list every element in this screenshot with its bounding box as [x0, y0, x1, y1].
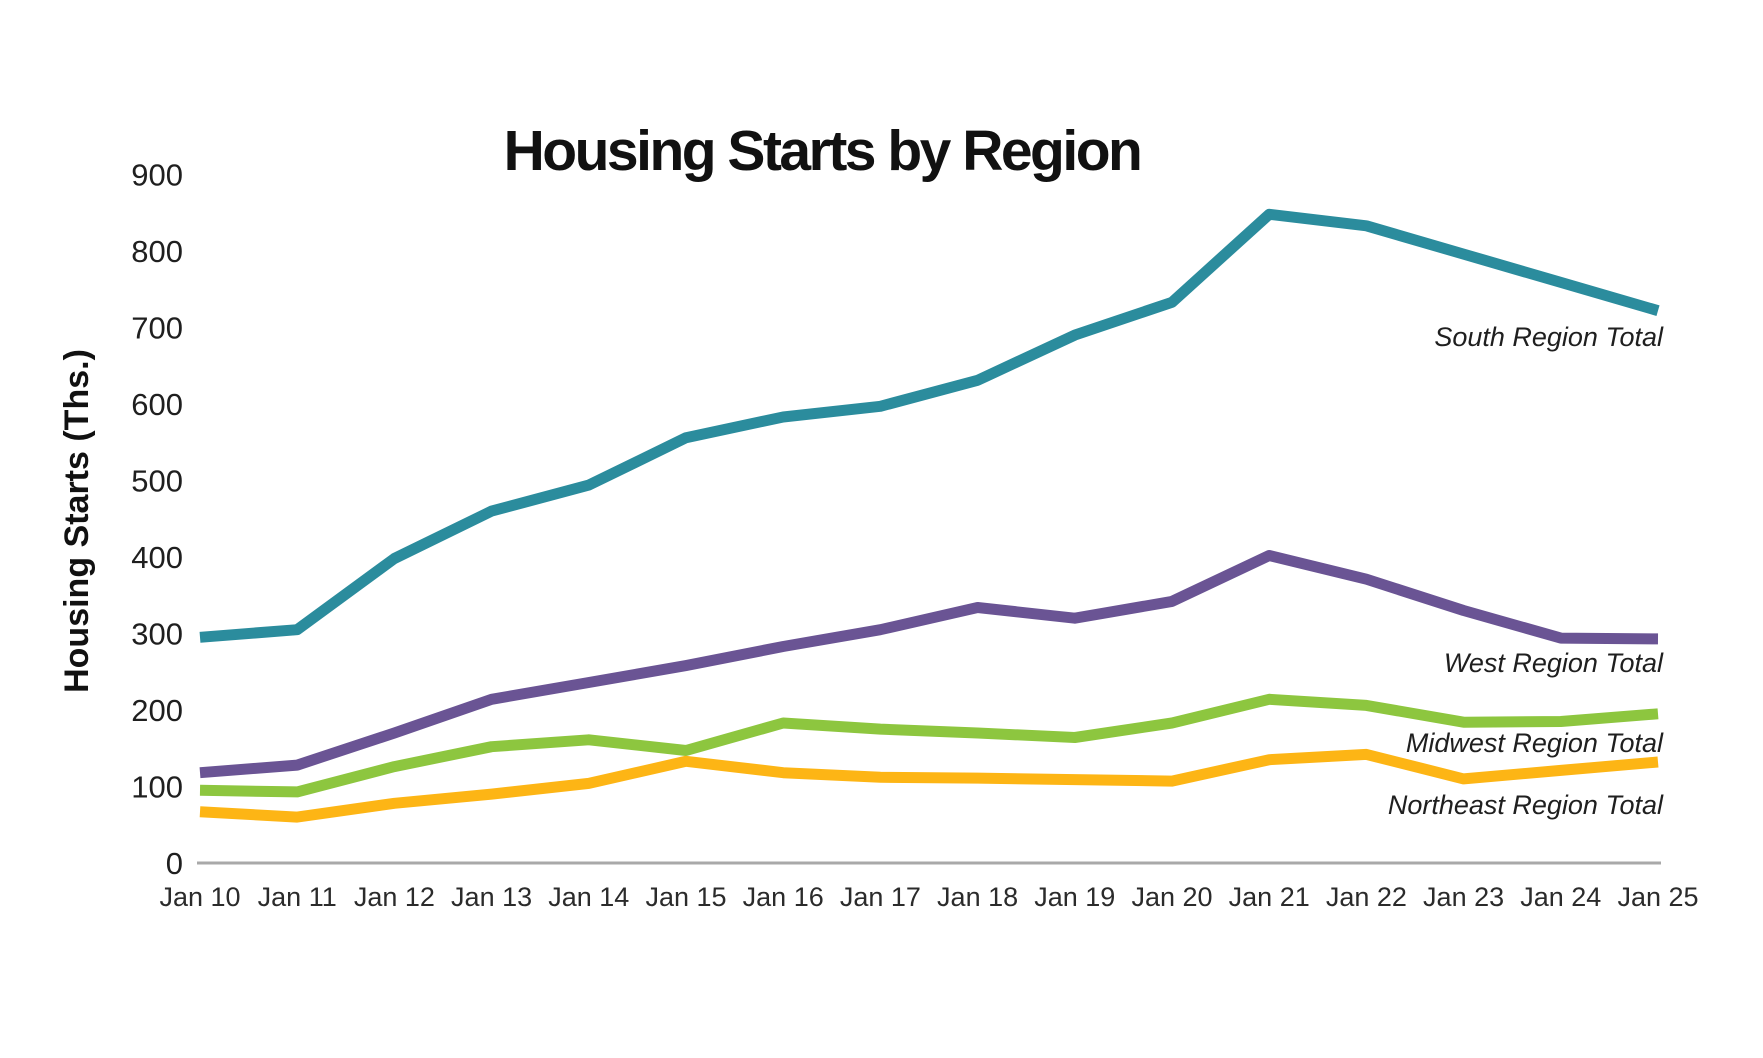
x-axis-tick-labels: Jan 10 Jan 11 Jan 12 Jan 13 Jan 14 Jan 15 Jan …: [159, 882, 1698, 912]
series-line-midwest-region-total: [199, 693, 1659, 798]
x-tick-label: Jan 14: [548, 882, 629, 912]
series-labels: South Region Total West Region Total Midwe…: [1388, 322, 1664, 820]
x-tick-label: Jan 22: [1326, 882, 1407, 912]
series-line-northeast-region-total: [199, 748, 1659, 823]
y-tick-label: 100: [131, 770, 183, 805]
chart-title: Housing Starts by Region: [504, 119, 1141, 183]
x-tick-label: Jan 18: [937, 882, 1018, 912]
y-tick-label: 400: [131, 540, 183, 575]
y-tick-label: 0: [166, 846, 183, 881]
x-tick-label: Jan 24: [1520, 882, 1601, 912]
x-tick-label: Jan 17: [840, 882, 921, 912]
series-line-south-region-total: [199, 208, 1660, 643]
y-tick-label: 700: [131, 311, 183, 346]
y-tick-label: 600: [131, 387, 183, 422]
y-tick-label: 900: [131, 158, 183, 193]
y-tick-label: 200: [131, 693, 183, 728]
series-line-west-region-total: [199, 550, 1659, 779]
y-tick-label: 300: [131, 617, 183, 652]
series-label-midwest-region-total: Midwest Region Total: [1406, 728, 1664, 758]
y-axis-tick-labels: 0 100 200 300 400 500 600 700 800 900: [131, 158, 183, 882]
y-tick-label: 500: [131, 464, 183, 499]
x-tick-label: Jan 16: [743, 882, 824, 912]
x-tick-label: Jan 10: [159, 882, 240, 912]
x-tick-label: Jan 23: [1423, 882, 1504, 912]
y-tick-label: 800: [131, 234, 183, 269]
x-tick-label: Jan 15: [645, 882, 726, 912]
x-tick-label: Jan 12: [354, 882, 435, 912]
x-tick-label: Jan 11: [258, 882, 337, 912]
series-label-west-region-total: West Region Total: [1444, 648, 1664, 678]
series-label-south-region-total: South Region Total: [1434, 322, 1664, 352]
series-lines: [199, 208, 1660, 823]
x-tick-label: Jan 19: [1034, 882, 1115, 912]
x-tick-label: Jan 13: [451, 882, 532, 912]
x-tick-label: Jan 21: [1229, 882, 1310, 912]
x-tick-label: Jan 25: [1617, 882, 1698, 912]
series-label-northeast-region-total: Northeast Region Total: [1388, 790, 1664, 820]
x-tick-label: Jan 20: [1131, 882, 1212, 912]
y-axis-title: Housing Starts (Ths.): [58, 349, 96, 693]
